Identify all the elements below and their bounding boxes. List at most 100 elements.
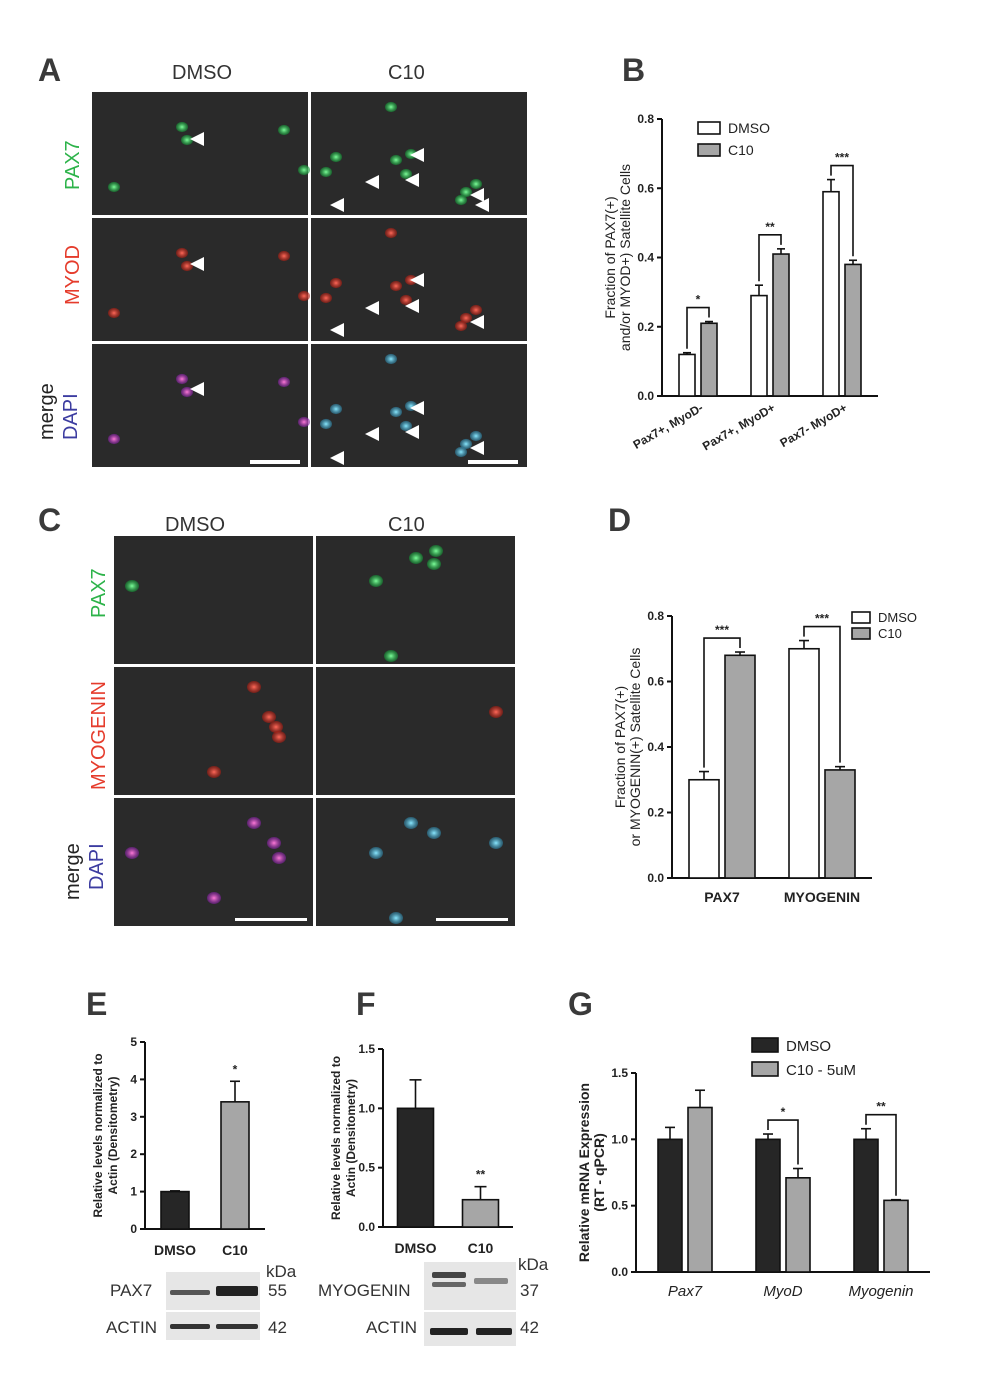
- panel-label-a-text: A: [38, 52, 62, 88]
- panel-a-nucleus: [470, 430, 482, 442]
- panel-label-b: B: [622, 52, 646, 88]
- panel-a-nucleus: [400, 294, 412, 306]
- y-tick-label: 1.5: [358, 1042, 375, 1056]
- panel-c-nucleus: [262, 711, 276, 723]
- panel-a-nucleus: [390, 154, 402, 166]
- panel-c-nucleus: [389, 912, 403, 924]
- scale-bar: [235, 918, 307, 921]
- chart-d: 0.0 0.2 0.4 0.6 0.8 Fraction of PAX7(+) or MYO…: [612, 609, 917, 905]
- arrowhead-icon: [410, 148, 424, 162]
- bar-dmso: [750, 294, 768, 397]
- panel-c-nucleus: [404, 817, 418, 829]
- arrowhead-icon: [190, 257, 204, 271]
- y-tick-label: 5: [130, 1035, 137, 1049]
- legend-swatch: [751, 1037, 779, 1053]
- panel-c-nucleus: [247, 817, 261, 829]
- arrowhead-icon: [470, 315, 484, 329]
- panel-a-nucleus: [278, 376, 290, 388]
- panel-a-nucleus: [278, 250, 290, 262]
- y-tick-label: 0.0: [358, 1220, 375, 1234]
- panel-c-nucleus: [269, 721, 283, 733]
- y-tick-label: 0.2: [647, 806, 664, 820]
- panel-a-nucleus: [385, 227, 397, 239]
- arrowhead-icon: [410, 401, 424, 415]
- category-label: Pax7: [668, 1283, 703, 1300]
- panel-a-nucleus: [470, 304, 482, 316]
- legend-label: C10: [728, 142, 754, 158]
- panel-c-nucleus: [247, 681, 261, 693]
- panel-c-nucleus: [369, 847, 383, 859]
- y-tick-label: 0.0: [647, 871, 664, 885]
- panel-a-nucleus: [460, 312, 472, 324]
- panel-a-nucleus: [470, 178, 482, 190]
- panel-c-cell-r0-c0: [114, 536, 313, 664]
- panel-a-nucleus: [385, 353, 397, 365]
- arrowhead-icon: [470, 441, 484, 455]
- panel-a-nucleus: [385, 101, 397, 113]
- bar-c10: [724, 654, 756, 879]
- panel-a-micrographs: [92, 92, 528, 470]
- y-tick-label: 1.0: [358, 1101, 375, 1115]
- significance-bracket: [830, 164, 854, 257]
- western-blots: [166, 1262, 516, 1346]
- arrowhead-icon: [330, 198, 344, 212]
- panel-a-nucleus: [460, 186, 472, 198]
- bar-dmso: [788, 647, 820, 879]
- blot-e-kda-label: kDa: [266, 1262, 297, 1281]
- y-tick-label: 0.8: [647, 609, 664, 623]
- panel-c-micrographs: [114, 536, 515, 926]
- chart-f: 0.0 0.5 1.0 1.5 Relative levels normalized t…: [329, 1042, 513, 1256]
- panel-c-nucleus: [267, 837, 281, 849]
- y-axis-label: Actin (Densitometry): [106, 1076, 120, 1194]
- panel-a-nucleus: [176, 121, 188, 133]
- bar-c10-5um: [785, 1177, 811, 1273]
- significance-bracket: [758, 234, 782, 282]
- y-tick-label: 0: [130, 1222, 137, 1236]
- panel-a-nucleus: [330, 403, 342, 415]
- blot-e-actin-band: [170, 1324, 210, 1329]
- panel-c-nucleus: [125, 847, 139, 859]
- panel-a-nucleus: [400, 168, 412, 180]
- chart-e: 0 1 2 3 4 5 Relative levels normalized to Actin…: [91, 1035, 265, 1258]
- y-axis-label: Relative mRNA Expression: [576, 1083, 592, 1262]
- panel-a-nucleus: [455, 320, 467, 332]
- y-axis-label: and/or MYOD+) Satellite Cells: [617, 164, 633, 351]
- blot-f-myogenin-band: [432, 1282, 466, 1287]
- panel-a-nucleus: [298, 290, 310, 302]
- arrowhead-icon: [475, 198, 489, 212]
- bar-c10: [220, 1101, 250, 1230]
- bar-c10: [844, 263, 862, 397]
- category-label: C10: [222, 1242, 248, 1258]
- bar-c10: [824, 769, 856, 879]
- panel-c-nucleus: [409, 552, 423, 564]
- significance-bracket: [686, 306, 710, 349]
- arrowhead-icon: [365, 175, 379, 189]
- panel-a-cell-r2-c0: [92, 344, 308, 467]
- arrowhead-icon: [365, 301, 379, 315]
- panel-c-nucleus: [427, 827, 441, 839]
- panel-a-nucleus: [455, 446, 467, 458]
- panel-a-nucleus: [390, 280, 402, 292]
- panel-a-nucleus: [330, 151, 342, 163]
- category-label: Pax7+, MyoD-: [631, 400, 706, 451]
- y-tick-label: 0.5: [611, 1199, 628, 1213]
- significance-label: *: [781, 1105, 786, 1119]
- blot-e-kda-42: 42: [268, 1318, 287, 1337]
- y-axis-label: Actin (Densitometry): [344, 1079, 358, 1197]
- panel-c-nucleus: [272, 852, 286, 864]
- legend-label: DMSO: [786, 1038, 831, 1055]
- arrowhead-icon: [405, 425, 419, 439]
- panel-c-nucleus: [369, 575, 383, 587]
- significance-label: **: [876, 1100, 886, 1114]
- panel-a-col-dmso: DMSO: [172, 62, 232, 84]
- blot-e-kda-55: 55: [268, 1281, 287, 1300]
- panel-c-nucleus: [125, 580, 139, 592]
- panel-a-cell-r0-c0: [92, 92, 308, 215]
- panel-c-nucleus: [489, 706, 503, 718]
- panel-a-nucleus: [298, 164, 310, 176]
- y-axis-label: Fraction of PAX7(+): [602, 196, 618, 318]
- panel-a-nucleus: [181, 386, 193, 398]
- panel-c-nucleus: [207, 766, 221, 778]
- blot-f-myogenin-band: [474, 1278, 508, 1284]
- panel-label-g: G: [568, 986, 593, 1022]
